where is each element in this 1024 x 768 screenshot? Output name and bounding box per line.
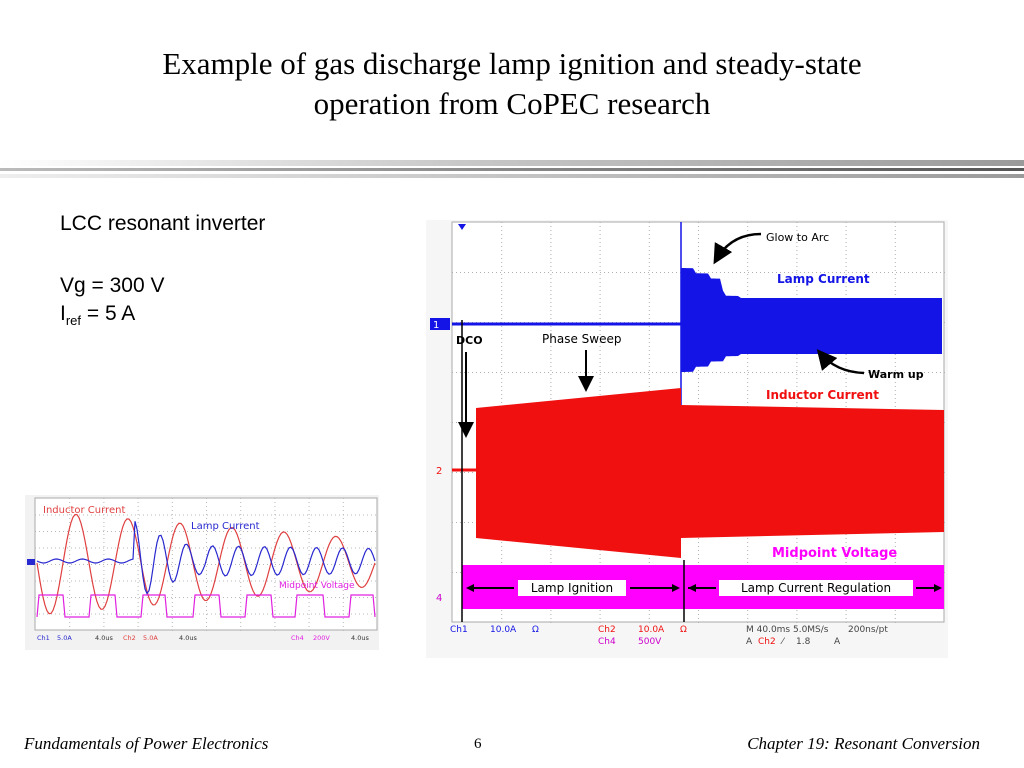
ch1-marker-label: 1 bbox=[433, 320, 439, 331]
iref-text: Iref = 5 A bbox=[60, 300, 265, 335]
readout-timebase: M 40.0ms 5.0MS/s bbox=[746, 625, 829, 635]
iref-symbol: I bbox=[60, 302, 66, 325]
inset-readout-ch2-time: 4.0us bbox=[179, 634, 197, 642]
inset-scope-grid bbox=[35, 498, 376, 631]
topology-text: LCC resonant inverter bbox=[60, 212, 266, 235]
inset-readout-ch2: Ch2 bbox=[123, 634, 136, 642]
inset-readout-ch4-time: 4.0us bbox=[351, 634, 369, 642]
footer-page-number: 6 bbox=[474, 736, 482, 752]
readout-resolution: 200ns/pt bbox=[848, 625, 888, 635]
title-line-1: Example of gas discharge lamp ignition a… bbox=[162, 46, 862, 81]
inset-inductor-current-trace bbox=[36, 513, 376, 615]
readout-ch2: Ch2 bbox=[598, 625, 616, 635]
readout-ch4-scale: 500V bbox=[638, 637, 662, 647]
inset-readout: Ch1 5.0A 4.0us Ch2 5.0A 4.0us Ch4 200V 4… bbox=[37, 634, 369, 642]
readout-ch1: Ch1 bbox=[450, 625, 468, 635]
regulation-arrowhead-right bbox=[934, 584, 942, 592]
main-scope-svg: 1 2 4 Glow to Arc Lamp Current Warm up I… bbox=[430, 221, 945, 647]
readout-ch1-scale: 10.0A bbox=[490, 625, 517, 635]
slide-title: Example of gas discharge lamp ignition a… bbox=[60, 44, 964, 124]
warm-up-arrow bbox=[816, 349, 865, 375]
glow-to-arc-arrow bbox=[713, 232, 762, 265]
inset-inductor-current-label: Inductor Current bbox=[43, 505, 125, 516]
readout-trigger-channel: Ch2 bbox=[758, 637, 776, 647]
footer-book-title: Fundamentals of Power Electronics bbox=[24, 734, 269, 753]
main-oscilloscope-capture: 1 2 4 Glow to Arc Lamp Current Warm up I… bbox=[426, 220, 948, 658]
inset-lamp-current-trace bbox=[36, 521, 376, 595]
inductor-current-regulation-envelope bbox=[681, 405, 944, 538]
inductor-current-label: Inductor Current bbox=[766, 388, 879, 402]
readout-ch2-unit: Ω bbox=[680, 625, 687, 635]
inset-midpoint-voltage-label: Midpoint Voltage bbox=[279, 581, 355, 591]
readout-trigger-unit: A bbox=[834, 637, 841, 647]
lamp-current-label: Lamp Current bbox=[777, 272, 870, 286]
inset-readout-ch1-scale: 5.0A bbox=[57, 634, 72, 642]
iref-value: = 5 A bbox=[81, 302, 136, 325]
ch2-marker-label: 2 bbox=[436, 466, 442, 477]
readout-ch2-scale: 10.0A bbox=[638, 625, 665, 635]
warm-up-label: Warm up bbox=[868, 368, 924, 381]
inductor-current-trace bbox=[452, 388, 944, 558]
ignition-arrowhead-left bbox=[466, 584, 474, 592]
ch1-marker bbox=[430, 318, 450, 330]
footer-chapter: Chapter 19: Resonant Conversion bbox=[747, 734, 980, 753]
header-rule-dark bbox=[0, 168, 1024, 171]
header-rule-light bbox=[0, 174, 1024, 178]
lamp-ignition-label: Lamp Ignition bbox=[531, 581, 613, 595]
readout-trigger-slope-icon: ⁄ bbox=[780, 637, 786, 647]
lamp-ignition-box bbox=[518, 580, 626, 596]
header-rule bbox=[0, 160, 1024, 166]
regulation-arrowhead-left bbox=[688, 584, 696, 592]
readout-trigger-a: A bbox=[746, 637, 753, 647]
dco-label: DCO bbox=[456, 334, 483, 347]
lamp-current-regulation-label: Lamp Current Regulation bbox=[741, 581, 891, 595]
inset-ch1-marker bbox=[27, 559, 35, 565]
inset-midpoint-voltage-trace bbox=[36, 594, 376, 618]
midpoint-voltage-label: Midpoint Voltage bbox=[772, 546, 897, 561]
inset-scope-svg: Inductor Current Lamp Current Midpoint V… bbox=[27, 497, 378, 642]
inset-readout-ch1: Ch1 bbox=[37, 634, 50, 642]
ch4-marker-label: 4 bbox=[436, 593, 442, 604]
inset-readout-ch1-time: 4.0us bbox=[95, 634, 113, 642]
glow-to-arc-label: Glow to Arc bbox=[766, 231, 829, 244]
phase-sweep-label: Phase Sweep bbox=[542, 332, 621, 346]
iref-subscript: ref bbox=[65, 313, 82, 329]
scope-readout: Ch1 10.0A Ω Ch2 10.0A Ω Ch4 500V M 40.0m… bbox=[450, 625, 888, 647]
title-line-2: operation from CoPEC research bbox=[313, 86, 711, 121]
inset-readout-ch4: Ch4 bbox=[291, 634, 304, 642]
inset-oscilloscope-capture: Inductor Current Lamp Current Midpoint V… bbox=[25, 495, 379, 650]
trigger-position-icon bbox=[458, 224, 466, 230]
inset-readout-ch4-scale: 200V bbox=[313, 634, 330, 642]
lamp-current-regulation-box bbox=[719, 580, 913, 596]
readout-trigger-level: 1.8 bbox=[796, 637, 811, 647]
inset-lamp-current-label: Lamp Current bbox=[191, 521, 260, 532]
vg-text: Vg = 300 V bbox=[60, 274, 165, 297]
lamp-current-envelope bbox=[681, 268, 942, 372]
readout-ch1-unit: Ω bbox=[532, 625, 539, 635]
inductor-current-sweep-envelope bbox=[476, 388, 681, 558]
readout-ch4: Ch4 bbox=[598, 637, 616, 647]
ignition-arrowhead-right bbox=[672, 584, 680, 592]
parameters-block: LCC resonant inverter Vg = 300 V Iref = … bbox=[60, 210, 265, 335]
inset-readout-ch2-scale: 5.0A bbox=[143, 634, 158, 642]
